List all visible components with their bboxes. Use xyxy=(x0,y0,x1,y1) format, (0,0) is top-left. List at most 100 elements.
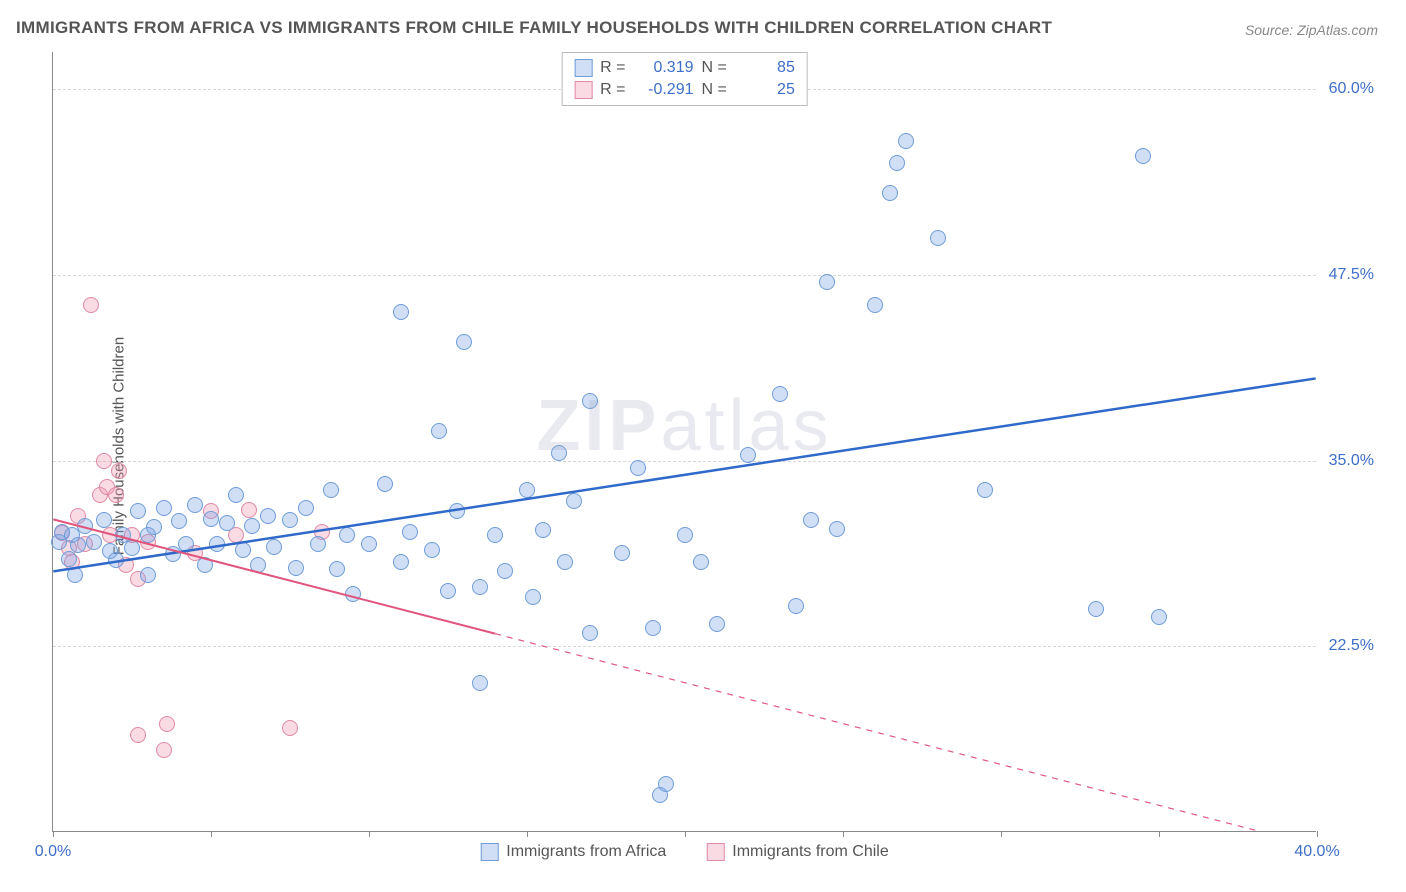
data-point-africa xyxy=(977,482,993,498)
data-point-africa xyxy=(197,557,213,573)
data-point-chile xyxy=(83,297,99,313)
x-tick-mark xyxy=(53,831,54,837)
data-point-africa xyxy=(472,579,488,595)
data-point-africa xyxy=(219,515,235,531)
data-point-africa xyxy=(431,423,447,439)
data-point-africa xyxy=(96,512,112,528)
data-point-africa xyxy=(677,527,693,543)
data-point-africa xyxy=(614,545,630,561)
data-point-africa xyxy=(658,776,674,792)
r-label: R = xyxy=(600,81,625,99)
data-point-africa xyxy=(146,519,162,535)
data-point-chile xyxy=(96,453,112,469)
x-tick-mark xyxy=(1001,831,1002,837)
data-point-africa xyxy=(440,583,456,599)
data-point-africa xyxy=(456,334,472,350)
legend-label-chile: Immigrants from Chile xyxy=(732,843,888,861)
data-point-africa xyxy=(472,675,488,691)
data-point-africa xyxy=(288,560,304,576)
data-point-africa xyxy=(171,513,187,529)
data-point-africa xyxy=(1151,609,1167,625)
watermark: ZIPatlas xyxy=(536,385,832,467)
data-point-africa xyxy=(449,503,465,519)
data-point-africa xyxy=(551,445,567,461)
data-point-africa xyxy=(77,518,93,534)
y-tick-label: 60.0% xyxy=(1329,80,1374,98)
x-tick-mark xyxy=(369,831,370,837)
gridline xyxy=(53,275,1316,276)
series-legend: Immigrants from Africa Immigrants from C… xyxy=(480,843,889,861)
data-point-chile xyxy=(130,727,146,743)
n-value-africa: 85 xyxy=(735,59,795,77)
data-point-africa xyxy=(424,542,440,558)
x-tick-mark xyxy=(685,831,686,837)
legend-swatch-africa xyxy=(574,59,592,77)
legend-row-chile: R = -0.291 N = 25 xyxy=(574,81,795,99)
data-point-africa xyxy=(250,557,266,573)
data-point-africa xyxy=(882,185,898,201)
x-tick-label: 0.0% xyxy=(35,843,71,861)
data-point-africa xyxy=(889,155,905,171)
data-point-africa xyxy=(228,487,244,503)
chart-container: IMMIGRANTS FROM AFRICA VS IMMIGRANTS FRO… xyxy=(0,0,1406,892)
data-point-africa xyxy=(130,503,146,519)
data-point-chile xyxy=(111,463,127,479)
data-point-africa xyxy=(1088,601,1104,617)
data-point-africa xyxy=(187,497,203,513)
y-tick-label: 47.5% xyxy=(1329,266,1374,284)
n-label: N = xyxy=(702,59,727,77)
data-point-africa xyxy=(393,304,409,320)
n-label: N = xyxy=(702,81,727,99)
data-point-africa xyxy=(740,447,756,463)
data-point-africa xyxy=(361,536,377,552)
trend-lines xyxy=(53,52,1316,831)
data-point-chile xyxy=(108,487,124,503)
data-point-africa xyxy=(525,589,541,605)
correlation-legend: R = 0.319 N = 85 R = -0.291 N = 25 xyxy=(561,52,808,106)
legend-row-africa: R = 0.319 N = 85 xyxy=(574,59,795,77)
data-point-africa xyxy=(282,512,298,528)
data-point-africa xyxy=(535,522,551,538)
data-point-chile xyxy=(159,716,175,732)
x-tick-mark xyxy=(843,831,844,837)
data-point-africa xyxy=(930,230,946,246)
x-tick-mark xyxy=(211,831,212,837)
r-label: R = xyxy=(600,59,625,77)
data-point-chile xyxy=(156,742,172,758)
data-point-africa xyxy=(519,482,535,498)
data-point-africa xyxy=(339,527,355,543)
data-point-africa xyxy=(819,274,835,290)
legend-swatch-chile xyxy=(574,81,592,99)
gridline xyxy=(53,461,1316,462)
data-point-africa xyxy=(898,133,914,149)
data-point-africa xyxy=(693,554,709,570)
data-point-africa xyxy=(566,493,582,509)
data-point-africa xyxy=(1135,148,1151,164)
data-point-africa xyxy=(803,512,819,528)
data-point-africa xyxy=(788,598,804,614)
gridline xyxy=(53,646,1316,647)
data-point-africa xyxy=(487,527,503,543)
data-point-africa xyxy=(582,393,598,409)
data-point-africa xyxy=(156,500,172,516)
y-tick-label: 35.0% xyxy=(1329,452,1374,470)
legend-label-africa: Immigrants from Africa xyxy=(506,843,666,861)
data-point-africa xyxy=(140,567,156,583)
data-point-africa xyxy=(377,476,393,492)
x-tick-mark xyxy=(1317,831,1318,837)
data-point-africa xyxy=(86,534,102,550)
data-point-chile xyxy=(282,720,298,736)
data-point-africa xyxy=(209,536,225,552)
data-point-africa xyxy=(582,625,598,641)
x-tick-mark xyxy=(1159,831,1160,837)
data-point-africa xyxy=(323,482,339,498)
n-value-chile: 25 xyxy=(735,81,795,99)
y-tick-label: 22.5% xyxy=(1329,637,1374,655)
data-point-africa xyxy=(630,460,646,476)
data-point-africa xyxy=(260,508,276,524)
data-point-africa xyxy=(70,537,86,553)
legend-swatch-chile-icon xyxy=(706,843,724,861)
plot-area: ZIPatlas R = 0.319 N = 85 R = -0.291 N =… xyxy=(52,52,1316,832)
data-point-africa xyxy=(557,554,573,570)
legend-swatch-africa-icon xyxy=(480,843,498,861)
